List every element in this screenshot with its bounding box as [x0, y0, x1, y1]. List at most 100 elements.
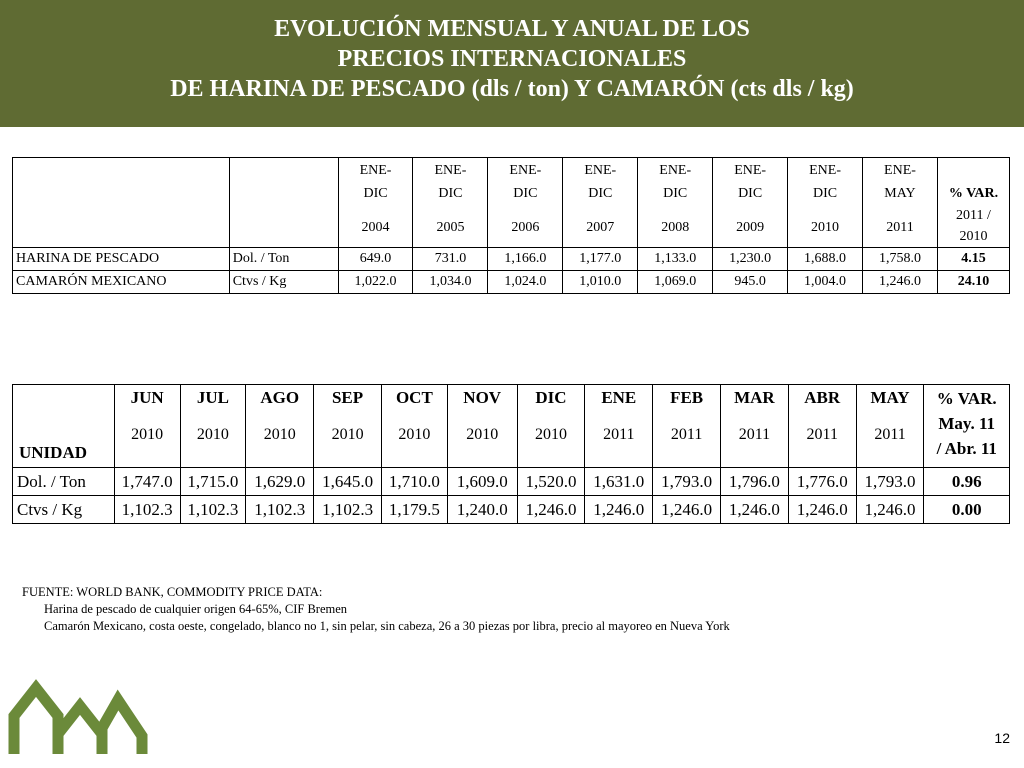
table-row: Dol. / Ton 1,747.0 1,715.0 1,629.0 1,645.0 1,…: [12, 467, 1010, 496]
value-cell: 1,246.0: [720, 495, 789, 524]
month-year: 2010: [196, 426, 229, 443]
month-label: JUN: [130, 388, 164, 407]
month-header: JUL 2010: [179, 384, 247, 468]
period-label: ENE-: [584, 163, 617, 178]
value-cell: 1,747.0: [113, 467, 181, 496]
annual-table-header: ENE- DIC 2004 ENE- DIC 2005 ENE- DIC 2006 ENE- DIC…: [12, 157, 1011, 248]
month-header: NOV 2010: [446, 384, 518, 468]
month-year: 2010: [131, 426, 164, 443]
period-year: 2010: [811, 220, 840, 235]
unit-header: UNIDAD: [12, 384, 115, 468]
period-label: ENE-: [734, 163, 767, 178]
period-label: MAY: [884, 186, 916, 201]
month-year: 2011: [670, 426, 703, 443]
period-header: ENE- DIC 2009: [712, 157, 789, 248]
month-year: 2011: [738, 426, 771, 443]
month-label: ABR: [804, 388, 841, 407]
variation-cell: 24.10: [936, 270, 1011, 294]
period-label: ENE-: [359, 163, 392, 178]
period-header: ENE- DIC 2010: [787, 157, 864, 248]
period-header: ENE- DIC 2005: [412, 157, 489, 248]
variation-cell: 0.00: [923, 495, 1010, 524]
variation-value: 0.00: [951, 499, 982, 519]
value-cell: 1,609.0: [446, 467, 518, 496]
value-cell: 1,793.0: [652, 467, 722, 496]
variation-cell: 0.96: [923, 467, 1010, 496]
value-cell: 1,688.0: [787, 247, 864, 271]
month-year: 2011: [603, 426, 635, 443]
period-header: ENE- DIC 2004: [337, 157, 414, 248]
value-cell: 649.0: [337, 247, 414, 271]
period-label: ENE-: [884, 163, 916, 178]
month-year: 2010: [398, 426, 431, 443]
month-label: DIC: [535, 388, 567, 407]
period-label: ENE-: [809, 163, 841, 178]
unit-cell: Dol. / Ton: [12, 467, 115, 496]
period-label: DIC: [738, 186, 763, 201]
value-cell: 1,710.0: [380, 467, 448, 496]
variation-header-line: / Abr. 11: [936, 439, 997, 458]
variation-header-line: 2010: [959, 229, 988, 244]
value-cell: 1,024.0: [487, 270, 564, 294]
value-cell: 731.0: [412, 247, 489, 271]
title-line-2: PRECIOS INTERNACIONALES: [337, 46, 687, 72]
source-line-3: Camarón Mexicano, costa oeste, congelado…: [44, 619, 730, 633]
month-header: ABR 2011: [787, 384, 857, 468]
unit-cell: Ctvs / Kg: [228, 270, 339, 294]
period-header: ENE- DIC 2007: [562, 157, 639, 248]
value-cell: 1,758.0: [862, 247, 938, 271]
month-label: ENE: [601, 388, 637, 407]
source-line-2: Harina de pescado de cualquier origen 64…: [44, 602, 348, 616]
month-label: JUL: [196, 388, 229, 407]
variation-header: % VAR. May. 11 / Abr. 11: [923, 384, 1010, 468]
value-cell: 1,230.0: [712, 247, 789, 271]
value-cell: 1,102.3: [179, 495, 247, 524]
header-blank-product: [12, 157, 230, 248]
period-label: ENE-: [659, 163, 692, 178]
value-cell: 1,102.3: [113, 495, 181, 524]
month-label: NOV: [463, 388, 502, 407]
value-cell: 1,010.0: [562, 270, 639, 294]
month-label: MAY: [870, 388, 910, 407]
period-header: ENE- DIC 2008: [637, 157, 714, 248]
value-cell: 1,796.0: [720, 467, 789, 496]
month-year: 2011: [874, 426, 906, 443]
period-year: 2006: [511, 220, 540, 235]
value-cell: 1,034.0: [412, 270, 489, 294]
value-cell: 1,166.0: [487, 247, 564, 271]
value-cell: 1,069.0: [637, 270, 714, 294]
month-label: AGO: [260, 388, 300, 407]
value-cell: 1,133.0: [637, 247, 714, 271]
product-cell: HARINA DE PESCADO: [12, 247, 230, 271]
table-row: CAMARÓN MEXICANO Ctvs / Kg 1,022.0 1,034.0 1…: [12, 270, 1011, 294]
month-header: JUN 2010: [113, 384, 181, 468]
value-cell: 1,246.0: [516, 495, 586, 524]
value-cell: 1,520.0: [516, 467, 586, 496]
month-label: MAR: [734, 388, 775, 407]
value-cell: 1,022.0: [337, 270, 414, 294]
value-cell: 1,246.0: [855, 495, 925, 524]
value-cell: 1,102.3: [313, 495, 382, 524]
period-year: 2005: [436, 220, 465, 235]
value-cell: 1,715.0: [179, 467, 247, 496]
title-line-1: EVOLUCIÓN MENSUAL Y ANUAL DE LOS: [274, 16, 750, 42]
month-year: 2010: [331, 426, 364, 443]
table-row: Ctvs / Kg 1,102.3 1,102.3 1,102.3 1,102.3 1,1…: [12, 495, 1010, 524]
product-cell: CAMARÓN MEXICANO: [12, 270, 230, 294]
month-header: AGO 2010: [245, 384, 315, 468]
unit-cell: Ctvs / Kg: [12, 495, 115, 524]
header-blank-unit: [228, 157, 339, 248]
variation-header-line: % VAR.: [948, 186, 999, 201]
month-label: FEB: [670, 388, 704, 407]
period-label: ENE-: [434, 163, 467, 178]
variation-value: 24.10: [957, 274, 990, 289]
annual-price-table: ENE- DIC 2004 ENE- DIC 2005 ENE- DIC 2006 ENE- DIC…: [12, 157, 1011, 294]
month-year: 2010: [263, 426, 296, 443]
month-header: MAY 2011: [855, 384, 925, 468]
month-header: ENE 2011: [584, 384, 654, 468]
period-header: ENE- DIC 2006: [487, 157, 564, 248]
variation-header-line: May. 11: [938, 414, 996, 433]
title-line-3: DE HARINA DE PESCADO (dls / ton) Y CAMAR…: [170, 76, 854, 102]
value-cell: 1,246.0: [787, 495, 857, 524]
period-label: DIC: [588, 186, 613, 201]
